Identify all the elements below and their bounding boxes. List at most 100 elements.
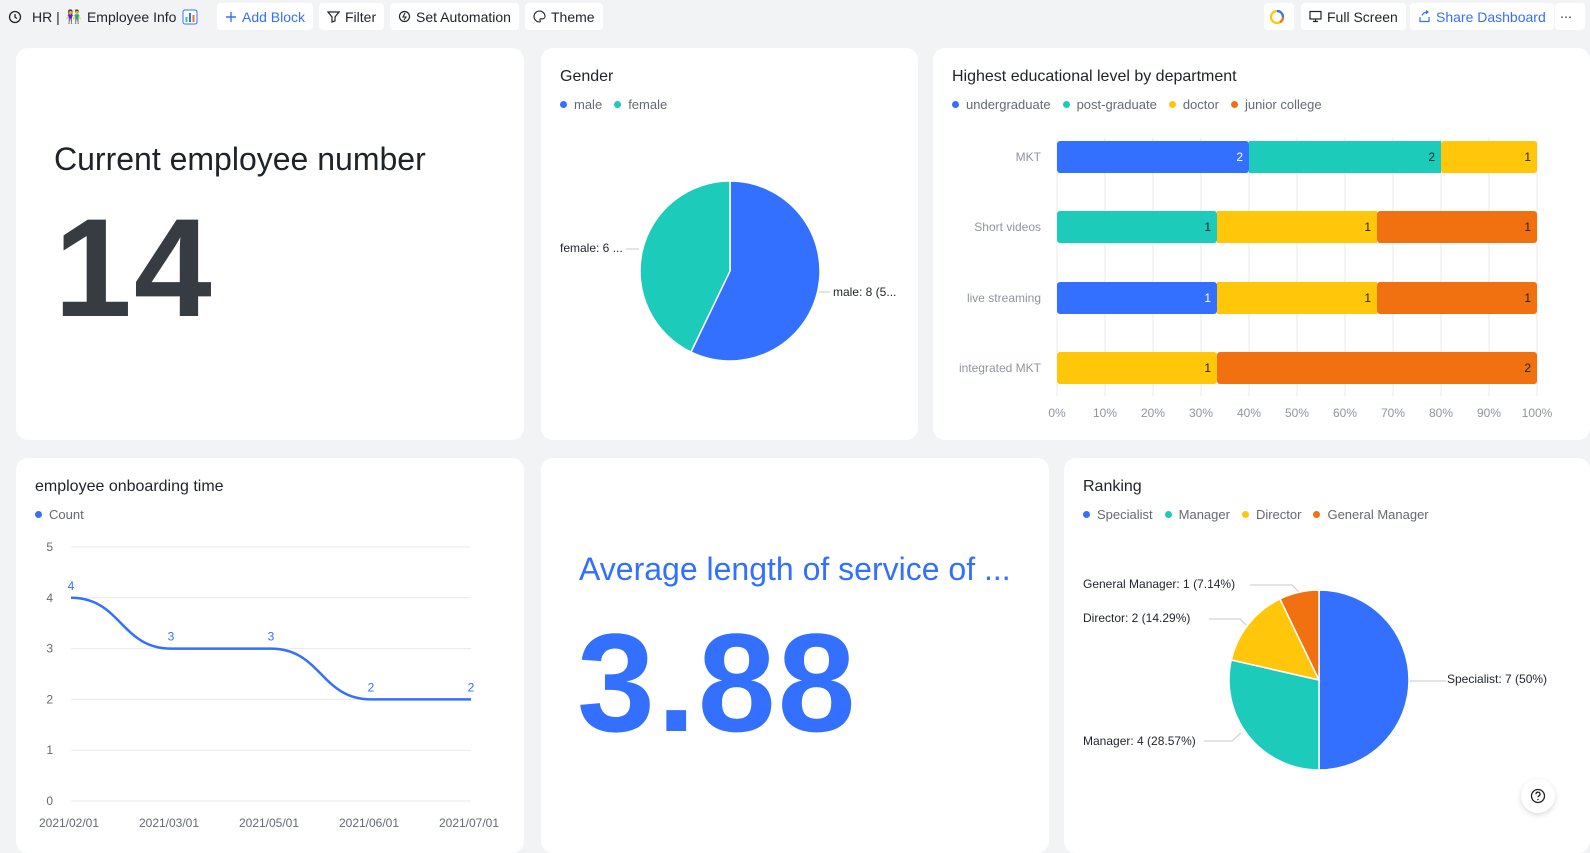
- edu-x-tick: 60%: [1333, 406, 1357, 420]
- share-dashboard-label: Share Dashboard: [1436, 8, 1546, 25]
- loading-ring-icon: [1269, 9, 1284, 24]
- history-icon[interactable]: [8, 10, 22, 24]
- gender-title: Gender: [560, 68, 614, 85]
- question-icon: [1530, 788, 1546, 804]
- line-y-tick: 4: [46, 591, 53, 605]
- line-point-label: 4: [68, 579, 75, 593]
- line-x-tick: 2021/05/01: [239, 816, 299, 830]
- edu-bar-value-label: 1: [1364, 291, 1371, 305]
- edu-x-tick: 50%: [1285, 406, 1309, 420]
- general-manager-leader-line: [1250, 584, 1301, 594]
- legend-item-manager[interactable]: Manager: [1164, 507, 1230, 522]
- ranking-title: Ranking: [1083, 478, 1142, 495]
- legend-label: General Manager: [1327, 507, 1429, 522]
- edu-bar-value-label: 1: [1524, 220, 1531, 234]
- legend-label: Manager: [1178, 507, 1230, 522]
- education-title: Highest educational level by department: [952, 68, 1237, 85]
- legend-item-male[interactable]: male: [560, 97, 602, 112]
- service-card[interactable]: Average length of service of ... 3.88: [541, 458, 1049, 853]
- legend-item-doctor[interactable]: doctor: [1168, 97, 1219, 112]
- line-y-tick: 1: [46, 743, 53, 757]
- share-icon: [1419, 10, 1430, 23]
- set-automation-button[interactable]: Set Automation: [390, 3, 519, 30]
- education-card[interactable]: Highest educational level by department …: [933, 48, 1590, 440]
- full-screen-label: Full Screen: [1327, 8, 1398, 25]
- legend-item-post-graduate[interactable]: post-graduate: [1062, 97, 1157, 112]
- edu-bar-doctor: [1217, 282, 1377, 314]
- edu-bar-value-label: 1: [1524, 291, 1531, 305]
- gender-pie-chart: female: 6 ... male: 8 (5...: [560, 180, 896, 362]
- onboarding-card[interactable]: employee onboarding time Count 0 1 2 3 4 5 4 20…: [16, 458, 524, 853]
- line-y-tick: 2: [46, 692, 53, 706]
- legend-dot: [1164, 511, 1172, 518]
- breadcrumb-base[interactable]: HR |: [32, 9, 60, 25]
- ranking-card[interactable]: Ranking Specialist Manager Director Gene…: [1064, 458, 1590, 853]
- legend-label: doctor: [1182, 97, 1219, 112]
- gender-slice-female: [639, 180, 731, 354]
- help-button[interactable]: [1521, 779, 1555, 813]
- full-screen-button[interactable]: Full Screen: [1301, 3, 1406, 30]
- director-leader-line: [1209, 618, 1247, 626]
- legend-item-specialist[interactable]: Specialist: [1083, 507, 1153, 522]
- dashboard-name[interactable]: Employee Info: [86, 9, 177, 25]
- line-point-label: 3: [268, 630, 275, 644]
- legend-item-junior-college[interactable]: junior college: [1230, 97, 1322, 112]
- legend-item-count[interactable]: Count: [35, 507, 84, 522]
- loading-button[interactable]: [1264, 3, 1294, 30]
- specialist-label: Specialist: 7 (50%): [1447, 672, 1547, 686]
- legend-dot: [1241, 511, 1249, 518]
- palette-icon: [533, 10, 546, 23]
- education-legend: undergraduate post-graduate doctor junio…: [952, 97, 1334, 112]
- edu-bar-doctor: [1057, 352, 1217, 384]
- line-x-tick: 2021/07/01: [439, 816, 499, 830]
- edu-x-tick: 100%: [1522, 406, 1553, 420]
- legend-label: junior college: [1244, 97, 1322, 112]
- add-block-button[interactable]: Add Block: [217, 3, 314, 30]
- line-x-tick: 2021/02/01: [39, 816, 99, 830]
- ranking-slice-director: [1230, 597, 1321, 682]
- gender-female-label: female: 6 ...: [560, 241, 623, 255]
- edu-bar-value-label: 2: [1524, 361, 1531, 375]
- legend-label: female: [628, 97, 668, 112]
- legend-label: Count: [49, 507, 84, 522]
- ranking-slice-general-manager: [1278, 589, 1320, 681]
- filter-button[interactable]: Filter: [319, 3, 385, 30]
- legend-dot: [1062, 101, 1070, 108]
- theme-label: Theme: [551, 8, 595, 25]
- legend-item-undergraduate[interactable]: undergraduate: [952, 97, 1051, 112]
- plus-icon: [226, 11, 236, 22]
- legend-item-director[interactable]: Director: [1241, 507, 1301, 522]
- education-bar-chart: 0% 10% 20% 30% 40% 50% 60% 70% 80% 90% 100% MKT 2 2 1 S…: [959, 138, 1553, 420]
- theme-button[interactable]: Theme: [525, 3, 603, 30]
- gender-card[interactable]: Gender male female female: 6 ... male: 8…: [541, 48, 918, 440]
- edu-bar-junior-college: [1377, 282, 1537, 314]
- edu-bar-doctor: [1441, 141, 1537, 173]
- dashboard-toolbar: HR | 👫 Employee Info Add Block Filter Se…: [0, 0, 1590, 34]
- set-automation-label: Set Automation: [416, 8, 511, 25]
- edu-bar-value-label: 2: [1236, 150, 1243, 164]
- edu-bar-undergraduate: [1057, 282, 1217, 314]
- share-dashboard-button[interactable]: Share Dashboard: [1410, 3, 1554, 30]
- legend-item-female[interactable]: female: [614, 97, 667, 112]
- edu-y-tick: live streaming: [967, 291, 1041, 305]
- line-point-label: 2: [468, 680, 475, 694]
- edu-bar-value-label: 1: [1524, 150, 1531, 164]
- edu-bar-post-graduate: [1249, 141, 1441, 173]
- legend-item-general-manager[interactable]: General Manager: [1313, 507, 1429, 522]
- employee-number-card[interactable]: Current employee number 14: [16, 48, 524, 440]
- edu-bar-post-graduate: [1057, 211, 1217, 243]
- monitor-icon: [1309, 10, 1322, 23]
- legend-dot: [952, 101, 959, 108]
- edu-x-tick: 40%: [1237, 406, 1261, 420]
- edu-bar-value-label: 1: [1204, 291, 1211, 305]
- add-block-label: Add Block: [242, 8, 306, 25]
- legend-dot: [35, 511, 42, 518]
- edu-bar-doctor: [1217, 211, 1377, 243]
- line-x-tick: 2021/06/01: [339, 816, 399, 830]
- filter-icon: [327, 11, 340, 23]
- line-point-label: 2: [368, 680, 375, 694]
- people-icon: 👫: [65, 9, 82, 24]
- edu-x-tick: 30%: [1189, 406, 1213, 420]
- more-button[interactable]: ⋯: [1555, 3, 1585, 30]
- onboarding-title: employee onboarding time: [35, 478, 224, 495]
